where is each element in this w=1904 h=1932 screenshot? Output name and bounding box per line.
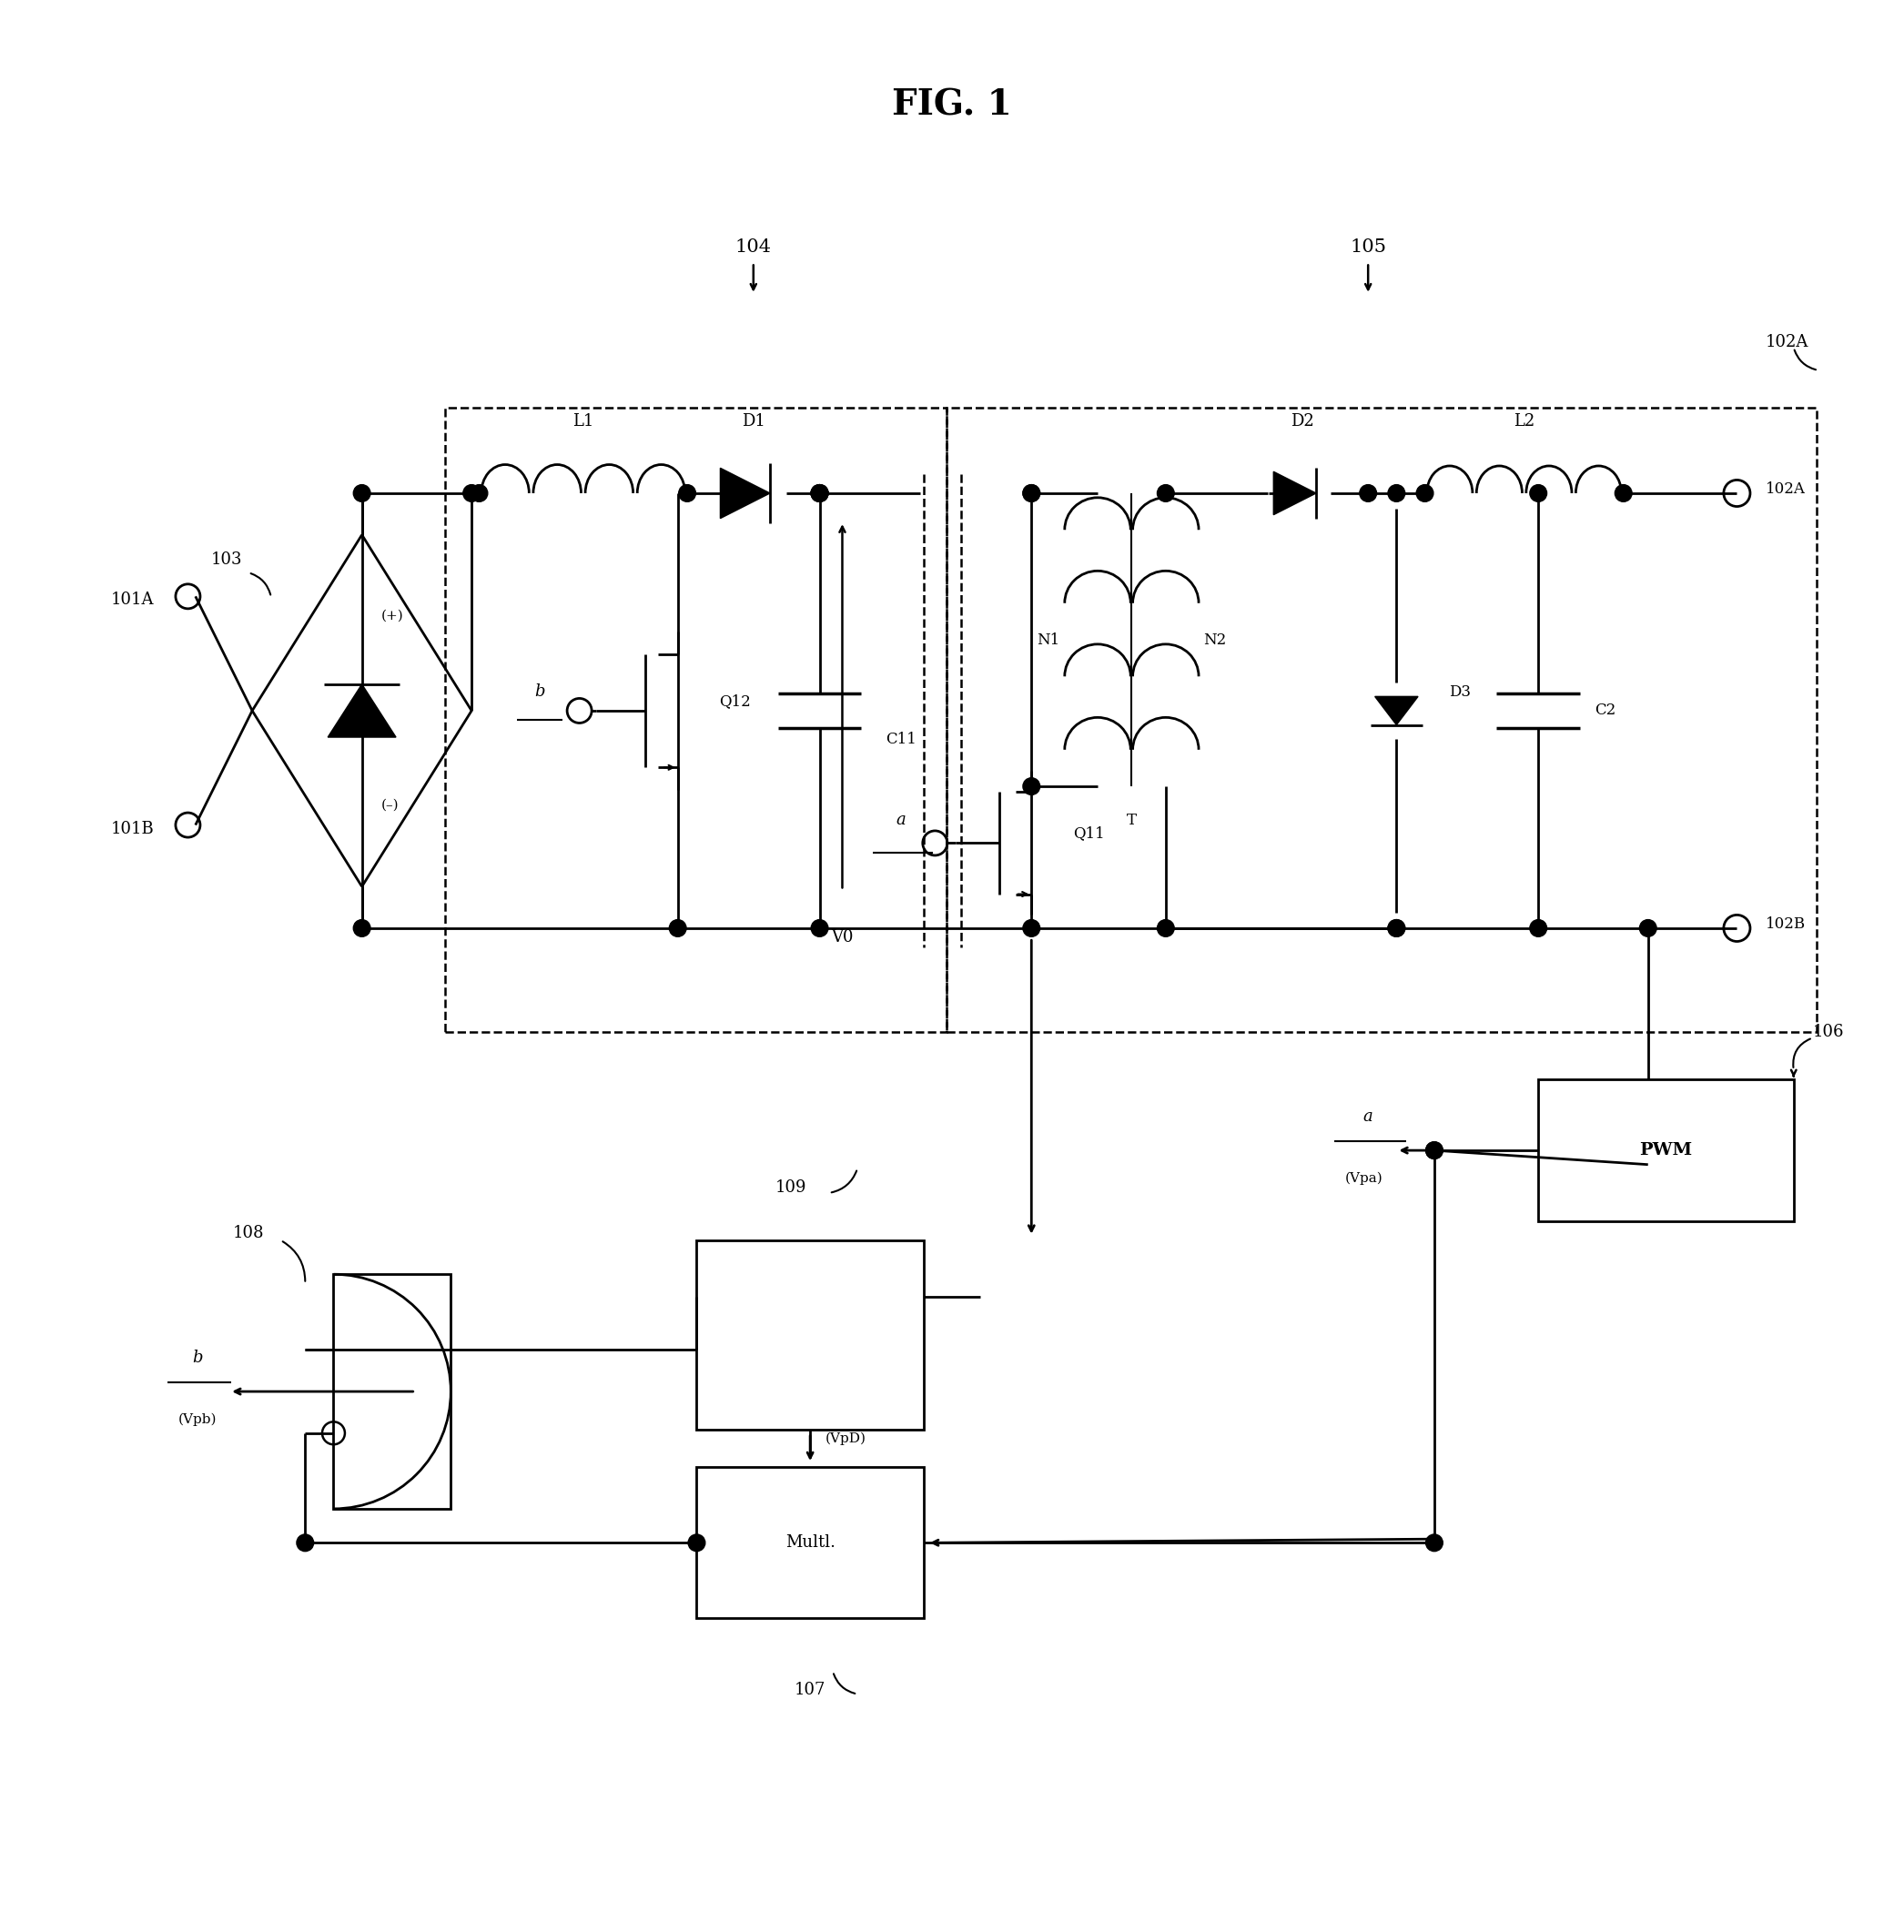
Bar	[697, 1466, 923, 1619]
Text: (–): (–)	[381, 800, 398, 811]
Bar	[333, 1275, 451, 1509]
Text: FIG. 1: FIG. 1	[893, 89, 1011, 124]
Bar	[946, 408, 1816, 1032]
Circle shape	[1158, 485, 1175, 502]
Circle shape	[1615, 485, 1632, 502]
Text: 102A: 102A	[1765, 481, 1805, 497]
Polygon shape	[327, 684, 396, 738]
Polygon shape	[1375, 697, 1418, 724]
Circle shape	[1022, 485, 1040, 502]
Text: 108: 108	[232, 1225, 265, 1240]
Circle shape	[1417, 485, 1434, 502]
Circle shape	[1426, 1534, 1443, 1551]
Circle shape	[687, 1534, 704, 1551]
Text: C11: C11	[885, 732, 916, 748]
Bar	[446, 408, 946, 1032]
Circle shape	[678, 485, 695, 502]
Circle shape	[1158, 920, 1175, 937]
Text: (Vpa): (Vpa)	[1346, 1173, 1384, 1186]
Circle shape	[1388, 920, 1405, 937]
Text: Multl.: Multl.	[784, 1534, 836, 1551]
Circle shape	[1359, 485, 1377, 502]
Text: (Vpb): (Vpb)	[177, 1414, 217, 1426]
Text: L1: L1	[573, 413, 594, 429]
Text: 102B: 102B	[1765, 916, 1805, 931]
Text: 102A: 102A	[1765, 334, 1809, 350]
Text: 105: 105	[1350, 240, 1386, 257]
Circle shape	[1022, 920, 1040, 937]
Text: 106: 106	[1813, 1024, 1843, 1039]
Circle shape	[1388, 920, 1405, 937]
Circle shape	[811, 485, 828, 502]
Circle shape	[1529, 920, 1546, 937]
Text: (VpD): (VpD)	[824, 1432, 866, 1445]
Text: 101A: 101A	[110, 591, 154, 609]
Circle shape	[470, 485, 487, 502]
Circle shape	[811, 920, 828, 937]
Circle shape	[354, 920, 371, 937]
Text: Q11: Q11	[1074, 825, 1104, 840]
Text: D2: D2	[1291, 413, 1314, 429]
Text: b: b	[192, 1349, 202, 1366]
Text: N2: N2	[1203, 632, 1226, 647]
Bar	[1538, 1080, 1794, 1221]
Text: 103: 103	[211, 551, 242, 568]
Circle shape	[1388, 485, 1405, 502]
Circle shape	[1529, 485, 1546, 502]
Circle shape	[811, 485, 828, 502]
Circle shape	[1426, 1142, 1443, 1159]
Polygon shape	[720, 468, 769, 518]
Circle shape	[1022, 779, 1040, 794]
Text: V0: V0	[832, 929, 853, 947]
Polygon shape	[1274, 471, 1316, 514]
Text: a: a	[1363, 1109, 1373, 1124]
Circle shape	[811, 485, 828, 502]
Circle shape	[354, 485, 371, 502]
Text: D3: D3	[1449, 684, 1472, 699]
Circle shape	[1426, 1142, 1443, 1159]
Text: 109: 109	[775, 1179, 807, 1196]
Text: L2: L2	[1514, 413, 1535, 429]
Text: D1: D1	[743, 413, 765, 429]
Circle shape	[463, 485, 480, 502]
Circle shape	[1639, 920, 1656, 937]
Text: b: b	[535, 684, 545, 699]
Text: C2: C2	[1596, 703, 1616, 719]
Bar	[697, 1240, 923, 1430]
Text: 104: 104	[735, 240, 771, 257]
Text: T: T	[1127, 813, 1137, 829]
Text: PWM: PWM	[1639, 1142, 1693, 1159]
Circle shape	[297, 1534, 314, 1551]
Text: 107: 107	[794, 1683, 826, 1698]
Text: 101B: 101B	[110, 821, 154, 837]
Text: (+): (+)	[381, 611, 404, 622]
Circle shape	[811, 485, 828, 502]
Circle shape	[1022, 485, 1040, 502]
Circle shape	[668, 920, 685, 937]
Text: a: a	[897, 811, 906, 829]
Text: N1: N1	[1038, 632, 1061, 647]
Text: Q12: Q12	[720, 694, 750, 709]
